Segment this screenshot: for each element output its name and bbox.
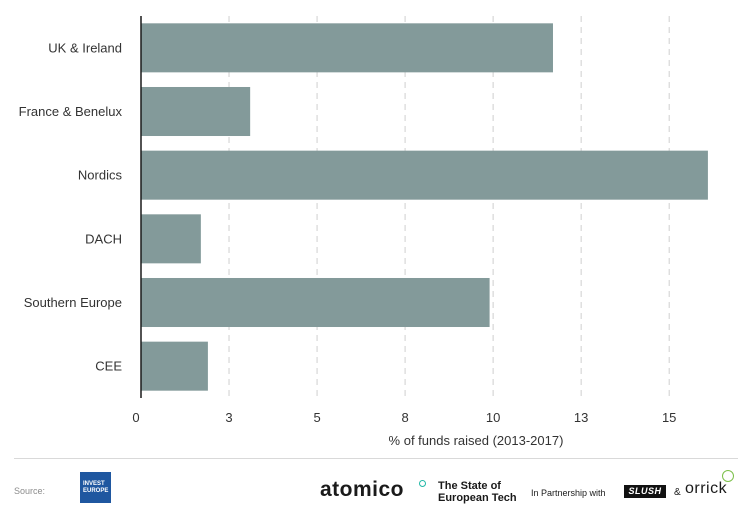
bar: [141, 341, 208, 391]
atomico-logo: atomico: [320, 478, 405, 501]
category-label: Nordics: [78, 168, 123, 183]
bar-chart: UK & Ireland France & Benelux Nordics DACH S…: [19, 16, 708, 448]
orrick-logo: orrick: [685, 480, 728, 497]
category-label: DACH: [85, 231, 122, 246]
slush-logo: SLUSH: [624, 485, 666, 498]
bar: [141, 23, 553, 73]
category-label: France & Benelux: [19, 104, 123, 119]
category-labels: UK & Ireland France & Benelux Nordics DACH S…: [19, 40, 123, 373]
report-title-line2: European Tech: [438, 492, 517, 504]
x-tick-label: 13: [574, 410, 588, 425]
bar: [141, 277, 490, 328]
x-tick-label: 10: [486, 410, 500, 425]
invest-europe-logo-line2: EUROPE: [83, 488, 109, 494]
invest-europe-logo-line1: INVEST: [83, 481, 105, 487]
partnership-label: In Partnership with: [531, 488, 606, 498]
orrick-ring-icon: [722, 470, 734, 482]
bar: [141, 86, 251, 137]
category-label: CEE: [95, 359, 122, 374]
atomico-dot-icon: [419, 480, 426, 487]
bar: [141, 214, 201, 264]
category-label: Southern Europe: [24, 295, 122, 310]
tick-labels: 0 3 5 8 10 13 15: [132, 410, 676, 425]
x-tick-label: 15: [662, 410, 676, 425]
category-label: UK & Ireland: [48, 40, 122, 55]
report-title-line1: The State of: [438, 480, 501, 492]
grid-lines: [228, 16, 670, 398]
bars: [141, 23, 708, 391]
x-tick-label: 0: [132, 410, 139, 425]
x-axis-title: % of funds raised (2013-2017): [389, 433, 564, 448]
x-tick-label: 3: [225, 410, 232, 425]
x-tick-label: 5: [313, 410, 320, 425]
bar: [141, 150, 708, 200]
source-label: Source:: [14, 486, 46, 496]
ampersand: &: [674, 487, 681, 498]
footer-divider: [14, 458, 738, 459]
invest-europe-logo: INVEST EUROPE: [80, 472, 111, 503]
x-tick-label: 8: [401, 410, 408, 425]
report-title: The State of European Tech: [438, 480, 517, 504]
